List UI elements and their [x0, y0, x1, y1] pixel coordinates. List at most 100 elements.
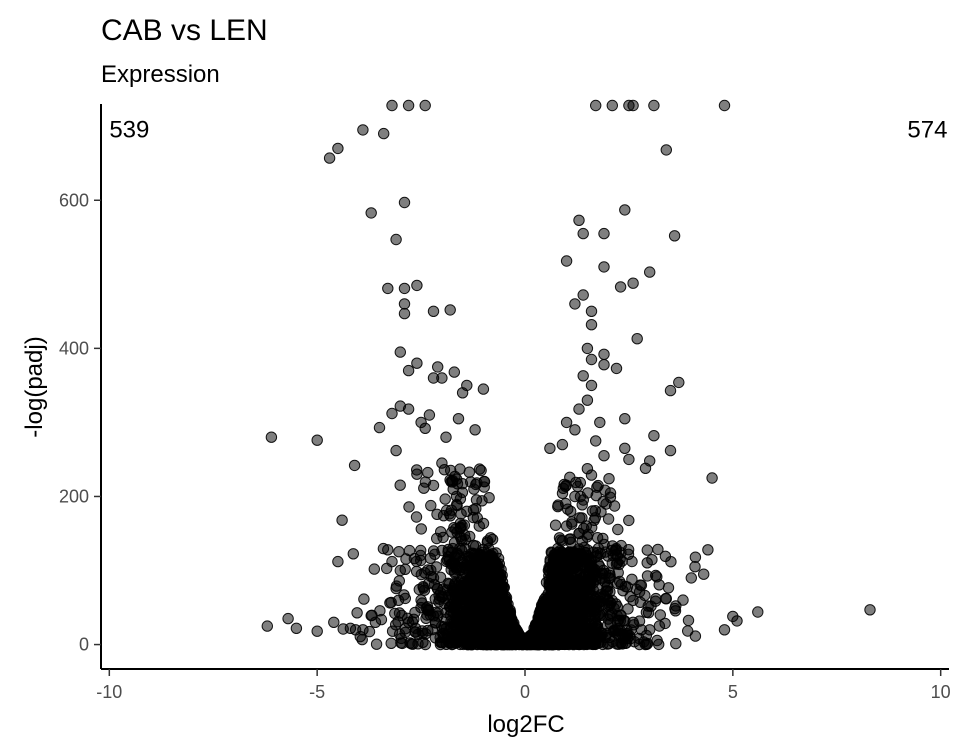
data-point: [508, 630, 521, 642]
data-point: [436, 457, 448, 469]
data-point: [664, 444, 677, 457]
count-annotations: 539 574: [109, 116, 947, 143]
data-point: [498, 594, 510, 606]
data-point: [365, 207, 377, 219]
data-point: [573, 527, 585, 540]
data-point: [590, 435, 602, 447]
y-tick-label: 0: [79, 635, 89, 655]
data-point: [614, 575, 626, 588]
data-point: [653, 579, 665, 591]
data-point: [622, 603, 634, 615]
data-point: [473, 520, 485, 532]
data-point: [590, 620, 603, 632]
data-point: [373, 421, 386, 434]
data-point: [502, 609, 515, 621]
data-point: [544, 579, 556, 591]
data-point: [348, 459, 361, 472]
data-point: [635, 579, 648, 591]
data-point: [332, 555, 344, 568]
data-point: [654, 609, 666, 621]
data-point: [706, 472, 718, 484]
data-point: [483, 577, 495, 589]
data-point: [752, 606, 764, 618]
data-point: [328, 616, 340, 628]
data-point: [311, 625, 323, 637]
y-axis-title: -log(padj): [21, 336, 48, 437]
data-point: [415, 554, 427, 567]
data-point: [602, 594, 614, 606]
data-point: [394, 564, 406, 577]
data-point: [660, 593, 672, 605]
data-point: [718, 99, 731, 112]
data-point: [641, 570, 654, 582]
data-point: [370, 638, 383, 650]
data-point: [648, 99, 660, 112]
data-point: [623, 514, 635, 527]
data-point: [598, 450, 610, 462]
data-point: [569, 490, 581, 503]
data-point: [608, 500, 621, 512]
data-point: [549, 519, 562, 531]
data-point: [386, 555, 398, 568]
data-point: [651, 634, 663, 647]
data-point: [430, 617, 442, 629]
data-point: [461, 505, 473, 517]
data-point: [434, 638, 447, 651]
data-point: [382, 282, 394, 295]
data-point: [627, 594, 639, 607]
data-point: [473, 587, 485, 599]
data-point: [290, 622, 303, 634]
data-point: [419, 99, 431, 112]
data-point: [585, 319, 598, 331]
data-point: [456, 620, 469, 632]
data-point: [415, 594, 427, 606]
data-point: [581, 394, 594, 406]
data-point: [452, 413, 465, 425]
data-point: [533, 618, 546, 630]
data-point: [644, 624, 656, 636]
data-point: [347, 548, 359, 560]
data-point: [586, 521, 598, 534]
data-point: [585, 305, 598, 317]
data-point: [581, 550, 594, 562]
x-axis-title: log2FC: [487, 711, 564, 738]
data-point: [448, 366, 460, 378]
data-point: [398, 307, 411, 320]
data-point: [405, 638, 418, 650]
data-point: [458, 519, 471, 531]
data-point: [718, 624, 731, 636]
data-point: [390, 233, 402, 246]
data-point: [576, 572, 589, 584]
data-point: [400, 553, 412, 565]
x-tick-label: 5: [728, 682, 738, 702]
data-point: [493, 625, 505, 637]
data-point: [648, 430, 660, 442]
data-point: [556, 638, 569, 650]
data-point: [668, 230, 681, 242]
data-point: [612, 523, 624, 536]
data-point: [479, 620, 491, 632]
data-point: [623, 630, 636, 642]
data-point: [560, 575, 572, 587]
data-point: [469, 627, 481, 640]
data-point: [581, 342, 594, 355]
data-point: [411, 468, 423, 480]
data-point: [451, 473, 463, 485]
data-point: [589, 505, 601, 517]
data-point: [394, 346, 406, 358]
data-point: [465, 603, 477, 616]
data-point: [689, 561, 701, 573]
data-point: [529, 630, 542, 642]
data-point: [394, 479, 406, 491]
data-point: [556, 535, 569, 547]
data-point: [659, 550, 672, 562]
data-point: [673, 376, 685, 389]
data-point: [411, 357, 423, 369]
data-point: [433, 596, 445, 608]
data-point: [357, 124, 369, 136]
data-point: [378, 127, 390, 140]
data-point: [282, 612, 294, 625]
data-point: [569, 424, 581, 436]
data-point: [386, 407, 398, 420]
data-point: [585, 353, 598, 366]
